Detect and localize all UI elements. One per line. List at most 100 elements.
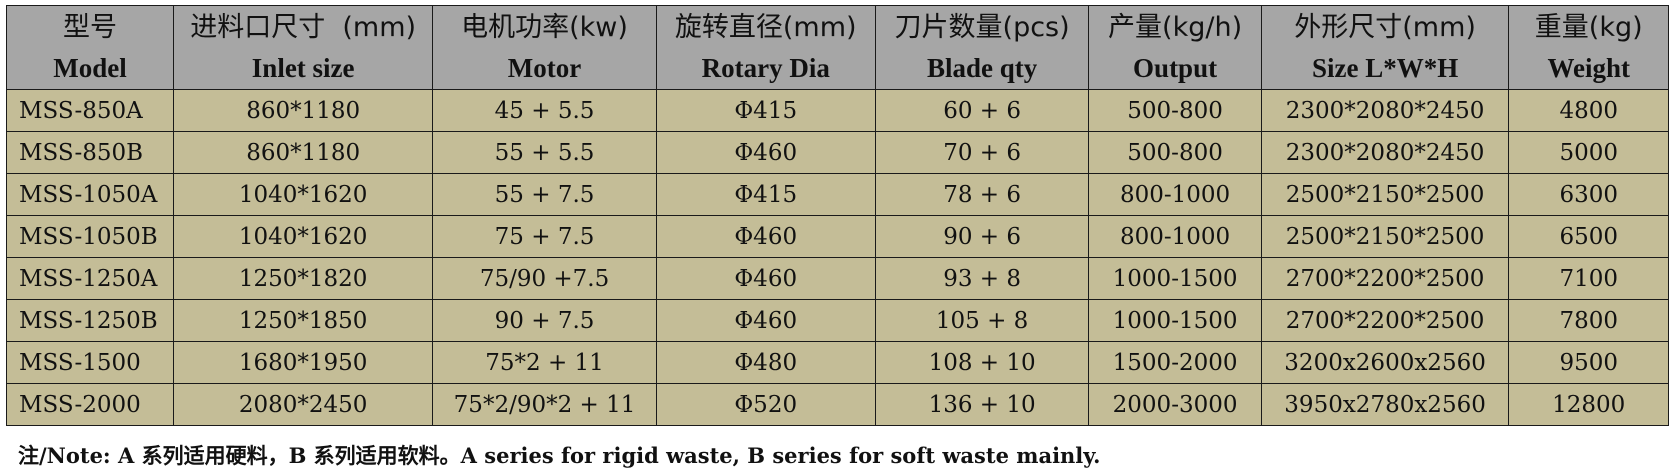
cell-motor: 45 + 5.5 xyxy=(432,89,657,132)
cell-motor: 75/90 +7.5 xyxy=(432,257,657,300)
cell-weight: 6300 xyxy=(1508,173,1669,216)
cell-blade-qty: 90 + 6 xyxy=(874,215,1090,258)
cell-inlet-size: 2080*2450 xyxy=(172,383,434,426)
cell-inlet-size: 1040*1620 xyxy=(172,173,434,216)
header-cn: 外形尺寸(mm) xyxy=(1294,11,1476,43)
cell-rotary-dia: Φ415 xyxy=(655,89,876,132)
cell-model: MSS-1250A xyxy=(6,257,174,300)
cell-size: 2300*2080*2450 xyxy=(1260,89,1510,132)
cell-model: MSS-1050A xyxy=(6,173,174,216)
cell-blade-qty: 136 + 10 xyxy=(874,383,1090,426)
header-cn: 旋转直径(mm) xyxy=(674,11,857,43)
header-cn: 进料口尺寸 (mm) xyxy=(190,11,417,43)
cell-motor: 75*2 + 11 xyxy=(432,341,657,384)
cell-weight: 9500 xyxy=(1508,341,1669,384)
cell-rotary-dia: Φ520 xyxy=(655,383,876,426)
header-cn: 重量(kg) xyxy=(1534,11,1643,43)
table-body: MSS-850A 860*1180 45 + 5.5 Φ415 60 + 6 5… xyxy=(6,89,1669,426)
header-weight: 重量(kg) Weight xyxy=(1508,5,1669,90)
header-model: 型号 Model xyxy=(6,5,174,90)
cell-rotary-dia: Φ415 xyxy=(655,173,876,216)
header-rotary-dia: 旋转直径(mm) Rotary Dia xyxy=(655,5,876,90)
cell-inlet-size: 1680*1950 xyxy=(172,341,434,384)
cell-model: MSS-850B xyxy=(6,131,174,174)
header-en: Blade qty xyxy=(926,52,1038,83)
cell-inlet-size: 1250*1850 xyxy=(172,299,434,342)
cell-model: MSS-1500 xyxy=(6,341,174,384)
cell-inlet-size: 1040*1620 xyxy=(172,215,434,258)
cell-size: 3200x2600x2560 xyxy=(1260,341,1510,384)
header-en: Model xyxy=(53,52,127,83)
cell-motor: 55 + 5.5 xyxy=(432,131,657,174)
cell-model: MSS-1050B xyxy=(6,215,174,258)
cell-size: 2300*2080*2450 xyxy=(1260,131,1510,174)
table-row: MSS-1250B 1250*1850 90 + 7.5 Φ460 105 + … xyxy=(6,299,1669,342)
header-en: Rotary Dia xyxy=(701,52,830,83)
header-inlet-size: 进料口尺寸 (mm) Inlet size xyxy=(172,5,434,90)
cell-output: 1000-1500 xyxy=(1088,299,1262,342)
cell-output: 1500-2000 xyxy=(1088,341,1262,384)
header-en: Size L*W*H xyxy=(1311,52,1459,83)
cell-motor: 75 + 7.5 xyxy=(432,215,657,258)
header-cn: 刀片数量(pcs) xyxy=(894,11,1070,43)
header-en: Inlet size xyxy=(251,52,355,83)
cell-output: 800-1000 xyxy=(1088,215,1262,258)
table-header: 型号 Model 进料口尺寸 (mm) Inlet size 电机功率(kw) Mot… xyxy=(6,5,1669,90)
cell-blade-qty: 93 + 8 xyxy=(874,257,1090,300)
footnote: 注/Note: A 系列适用硬料，B 系列适用软料。A series for r… xyxy=(18,443,1101,468)
cell-blade-qty: 108 + 10 xyxy=(874,341,1090,384)
header-cn: 电机功率(kw) xyxy=(461,11,628,43)
table-row: MSS-1050A 1040*1620 55 + 7.5 Φ415 78 + 6… xyxy=(6,173,1669,216)
table-row: MSS-850B 860*1180 55 + 5.5 Φ460 70 + 6 5… xyxy=(6,131,1669,174)
cell-output: 800-1000 xyxy=(1088,173,1262,216)
header-cn: 产量(kg/h) xyxy=(1108,11,1243,43)
cell-blade-qty: 60 + 6 xyxy=(874,89,1090,132)
cell-output: 2000-3000 xyxy=(1088,383,1262,426)
header-en: Motor xyxy=(507,52,582,83)
spec-table: 型号 Model 进料口尺寸 (mm) Inlet size 电机功率(kw) Mot… xyxy=(6,5,1669,426)
header-en: Weight xyxy=(1547,52,1630,83)
cell-inlet-size: 1250*1820 xyxy=(172,257,434,300)
header-size: 外形尺寸(mm) Size L*W*H xyxy=(1260,5,1510,90)
table-row: MSS-1250A 1250*1820 75/90 +7.5 Φ460 93 +… xyxy=(6,257,1669,300)
cell-size: 2500*2150*2500 xyxy=(1260,173,1510,216)
cell-weight: 4800 xyxy=(1508,89,1669,132)
cell-rotary-dia: Φ460 xyxy=(655,215,876,258)
cell-blade-qty: 70 + 6 xyxy=(874,131,1090,174)
table-row: MSS-2000 2080*2450 75*2/90*2 + 11 Φ520 1… xyxy=(6,383,1669,426)
header-row: 型号 Model 进料口尺寸 (mm) Inlet size 电机功率(kw) Mot… xyxy=(6,5,1669,90)
cell-motor: 55 + 7.5 xyxy=(432,173,657,216)
cell-model: MSS-2000 xyxy=(6,383,174,426)
cell-weight: 7100 xyxy=(1508,257,1669,300)
cell-size: 2700*2200*2500 xyxy=(1260,299,1510,342)
cell-motor: 90 + 7.5 xyxy=(432,299,657,342)
cell-blade-qty: 105 + 8 xyxy=(874,299,1090,342)
cell-inlet-size: 860*1180 xyxy=(172,131,434,174)
header-cn: 型号 xyxy=(62,11,117,43)
cell-rotary-dia: Φ460 xyxy=(655,257,876,300)
cell-rotary-dia: Φ460 xyxy=(655,131,876,174)
cell-inlet-size: 860*1180 xyxy=(172,89,434,132)
cell-model: MSS-850A xyxy=(6,89,174,132)
cell-rotary-dia: Φ480 xyxy=(655,341,876,384)
cell-model: MSS-1250B xyxy=(6,299,174,342)
table-row: MSS-850A 860*1180 45 + 5.5 Φ415 60 + 6 5… xyxy=(6,89,1669,132)
cell-output: 1000-1500 xyxy=(1088,257,1262,300)
header-output: 产量(kg/h) Output xyxy=(1088,5,1262,90)
cell-motor: 75*2/90*2 + 11 xyxy=(432,383,657,426)
cell-output: 500-800 xyxy=(1088,89,1262,132)
cell-weight: 7800 xyxy=(1508,299,1669,342)
table-row: MSS-1500 1680*1950 75*2 + 11 Φ480 108 + … xyxy=(6,341,1669,384)
cell-size: 2500*2150*2500 xyxy=(1260,215,1510,258)
header-blade-qty: 刀片数量(pcs) Blade qty xyxy=(874,5,1090,90)
cell-weight: 5000 xyxy=(1508,131,1669,174)
cell-weight: 12800 xyxy=(1508,383,1669,426)
cell-output: 500-800 xyxy=(1088,131,1262,174)
header-en: Output xyxy=(1133,52,1218,83)
cell-size: 2700*2200*2500 xyxy=(1260,257,1510,300)
cell-size: 3950x2780x2560 xyxy=(1260,383,1510,426)
header-motor: 电机功率(kw) Motor xyxy=(432,5,657,90)
cell-rotary-dia: Φ460 xyxy=(655,299,876,342)
cell-blade-qty: 78 + 6 xyxy=(874,173,1090,216)
table-row: MSS-1050B 1040*1620 75 + 7.5 Φ460 90 + 6… xyxy=(6,215,1669,258)
